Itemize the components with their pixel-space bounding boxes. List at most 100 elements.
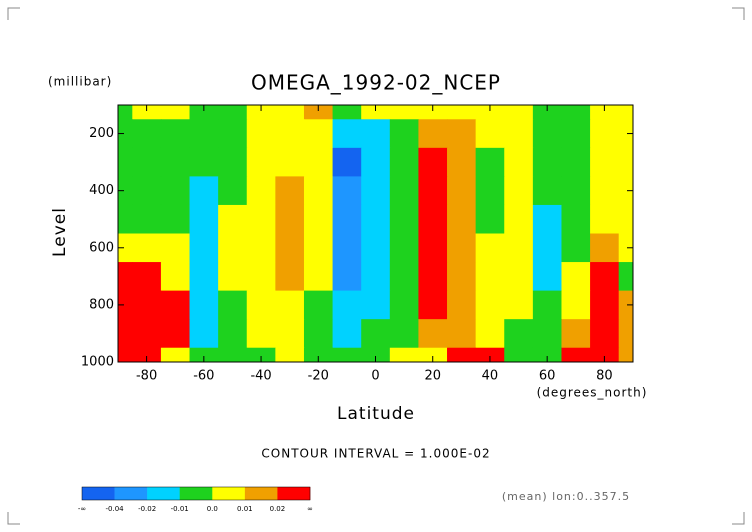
contour-cell <box>418 262 448 292</box>
x-tick-label: -60 <box>193 369 214 384</box>
contour-cell <box>590 176 620 206</box>
contour-cell <box>118 262 133 292</box>
contour-cell <box>132 204 162 234</box>
colorbar-label: -0.01 <box>171 505 189 513</box>
contour-cell <box>160 119 191 149</box>
contour-cell <box>332 105 362 120</box>
contour-cell <box>361 176 391 206</box>
contour-cell <box>218 204 248 234</box>
contour-cell <box>447 176 477 206</box>
contour-cell <box>475 105 505 120</box>
contour-cell <box>590 119 620 149</box>
contour-cell <box>332 262 362 292</box>
contour-cell <box>389 105 419 120</box>
contour-cell <box>361 119 391 149</box>
contour-cell <box>332 119 362 149</box>
y-unit: (millibar) <box>48 75 112 89</box>
contour-cell <box>189 147 219 177</box>
contour-cell <box>303 105 334 120</box>
contour-cell <box>303 290 334 320</box>
contour-cell <box>160 204 191 234</box>
contour-cell <box>189 262 219 292</box>
chart-title: OMEGA_1992-02_NCEP <box>251 71 501 95</box>
contour-cell <box>246 176 276 206</box>
contour-cell <box>418 290 448 320</box>
contour-cell <box>303 347 334 362</box>
contour-cell <box>132 347 162 362</box>
contour-cell <box>160 105 191 120</box>
contour-cell <box>132 147 162 177</box>
contour-cell <box>532 119 562 149</box>
contour-cell <box>303 262 334 292</box>
y-tick-label: 600 <box>89 240 114 255</box>
contour-cell <box>332 319 362 349</box>
contour-cell <box>189 290 219 320</box>
contour-cell <box>532 176 562 206</box>
contour-cell <box>160 290 191 320</box>
contour-cell <box>332 204 362 234</box>
contour-cell <box>532 105 562 120</box>
contour-cell <box>447 262 477 292</box>
contour-cell <box>132 319 162 349</box>
y-tick-label: 800 <box>89 297 114 312</box>
contour-cell <box>303 204 334 234</box>
contour-cell <box>361 262 391 292</box>
colorbar-swatch <box>277 487 311 500</box>
contour-cell <box>246 347 276 362</box>
contour-cell <box>418 233 448 263</box>
contour-cell <box>590 290 620 320</box>
contour-cell <box>532 147 562 177</box>
colorbar-label: -∞ <box>78 505 86 513</box>
contour-cell <box>118 119 133 149</box>
x-tick-label: 60 <box>539 369 556 384</box>
y-axis-label: Level <box>50 207 70 257</box>
contour-cell <box>590 204 620 234</box>
contour-cell <box>160 147 191 177</box>
contour-cell <box>618 176 633 206</box>
contour-cell <box>504 290 534 320</box>
contour-cell <box>303 319 334 349</box>
contour-cell <box>118 233 133 263</box>
contour-cell <box>475 147 505 177</box>
contour-cell <box>361 233 391 263</box>
contour-cell <box>160 319 191 349</box>
colorbar-swatch <box>147 487 181 500</box>
contour-cell <box>447 319 477 349</box>
colorbar-label: 0.02 <box>270 505 286 513</box>
contour-cell <box>475 347 505 362</box>
x-axis-label: Latitude <box>337 404 415 424</box>
colorbar-swatch <box>82 487 115 500</box>
contour-cell <box>475 176 505 206</box>
contour-cell <box>618 204 633 234</box>
contour-cell <box>246 105 276 120</box>
contour-cell <box>590 233 620 263</box>
contour-cell <box>218 105 248 120</box>
contour-cell <box>618 290 633 320</box>
contour-cell <box>361 290 391 320</box>
contour-cell <box>246 204 276 234</box>
colorbar-swatch <box>114 487 148 500</box>
x-tick-label: -40 <box>250 369 271 384</box>
colorbar-label: 0.0 <box>207 505 218 513</box>
contour-cell <box>561 176 591 206</box>
contour-cell <box>275 233 305 263</box>
contour-field <box>118 105 633 362</box>
x-tick-label: 20 <box>424 369 441 384</box>
contour-cell <box>160 262 191 292</box>
corner-marks <box>7 7 745 525</box>
contour-cell <box>532 262 562 292</box>
contour-cell <box>275 290 305 320</box>
contour-cell <box>303 147 334 177</box>
contour-cell <box>275 176 305 206</box>
contour-cell <box>447 290 477 320</box>
contour-cell <box>361 319 391 349</box>
contour-cell <box>475 319 505 349</box>
contour-cell <box>532 233 562 263</box>
contour-cell <box>418 347 448 362</box>
contour-cell <box>218 290 248 320</box>
contour-cell <box>118 290 133 320</box>
contour-cell <box>275 204 305 234</box>
contour-cell <box>361 204 391 234</box>
